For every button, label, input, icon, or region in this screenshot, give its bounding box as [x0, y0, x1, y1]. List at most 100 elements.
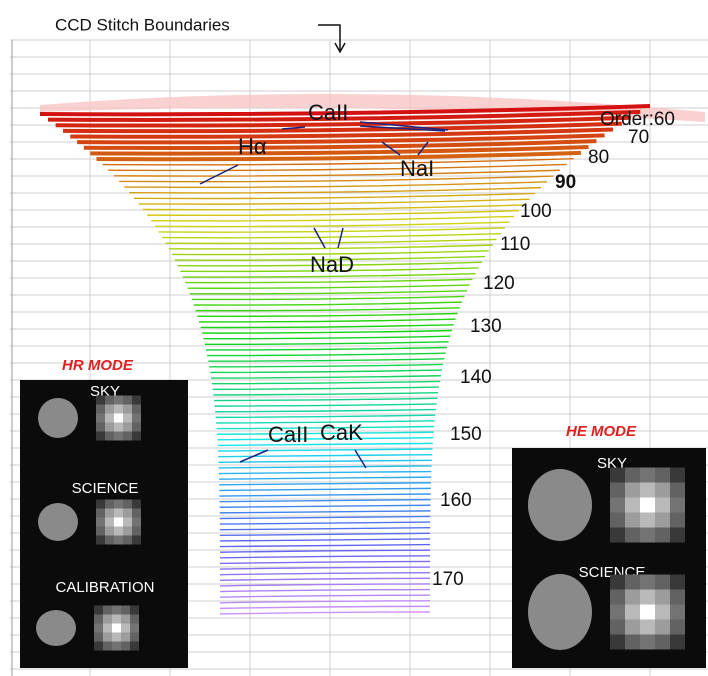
- fiber-pixel: [625, 467, 640, 483]
- order-trace: [219, 498, 431, 503]
- fiber-pixel: [132, 404, 141, 414]
- order-trace: [206, 346, 448, 351]
- fiber-pixel: [94, 614, 103, 624]
- fiber-pixel: [132, 413, 141, 423]
- fiber-pixel: [114, 431, 123, 441]
- order-trace: [154, 221, 510, 228]
- fiber-pixel: [655, 512, 670, 528]
- fiber-pixel: [105, 526, 114, 536]
- fiber-pixel: [132, 422, 141, 432]
- order-trace: [191, 295, 465, 301]
- fiber-pixel: [670, 497, 685, 513]
- order-trace: [102, 157, 574, 166]
- fiber-pixel: [114, 535, 123, 545]
- fiber-pixel: [123, 404, 132, 414]
- fiber-pixel: [121, 641, 130, 651]
- order-trace: [83, 139, 597, 151]
- order-label: 120: [483, 273, 515, 294]
- fiber-pixel: [610, 497, 625, 513]
- fiber-pixel: [96, 526, 105, 536]
- fiber-pixel: [121, 614, 130, 624]
- line-label: CaK: [320, 420, 363, 445]
- order-trace: [219, 560, 431, 565]
- order-trace: [177, 261, 482, 267]
- order-trace: [215, 414, 436, 419]
- order-trace: [208, 358, 445, 362]
- fiber-pixel: [103, 614, 112, 624]
- fiber-pixel: [655, 619, 670, 635]
- order-trace: [219, 549, 431, 553]
- order-trace: [202, 329, 452, 334]
- fiber-pixel: [640, 589, 655, 605]
- fiber-pixel: [655, 574, 670, 590]
- order-trace: [129, 186, 541, 194]
- order-trace: [147, 209, 520, 217]
- line-label: Hα: [238, 134, 267, 159]
- order-trace: [219, 538, 431, 542]
- order-trace: [165, 238, 497, 245]
- fiber-pixel: [96, 535, 105, 545]
- fiber-pixel: [610, 467, 625, 483]
- order-trace: [219, 543, 431, 548]
- order-trace: [47, 109, 641, 122]
- order-trace: [216, 431, 434, 435]
- fiber-pixel: [625, 589, 640, 605]
- order-trace: [174, 255, 486, 261]
- fiber-pixel: [96, 508, 105, 518]
- order-trace: [204, 341, 449, 346]
- fiber-pixel: [105, 431, 114, 441]
- order-trace: [90, 145, 589, 156]
- fiber-pixel: [105, 517, 114, 527]
- order-trace: [219, 521, 431, 525]
- fiber-pixel: [640, 482, 655, 498]
- order-trace: [211, 375, 441, 379]
- order-trace: [195, 307, 460, 312]
- order-trace: [203, 335, 451, 340]
- fiber-pixel: [96, 413, 105, 423]
- hr-mode-title: HR MODE: [62, 357, 134, 374]
- fiber-pixel: [625, 574, 640, 590]
- fiber-pixel: [121, 632, 130, 642]
- fiber-pixel: [625, 497, 640, 513]
- fiber-pixel: [655, 604, 670, 620]
- fiber-pixel: [625, 512, 640, 528]
- fiber-pixel: [130, 623, 139, 633]
- order-trace: [216, 420, 435, 424]
- order-trace: [162, 232, 501, 239]
- fiber-pixel: [610, 527, 625, 543]
- order-label: 130: [470, 316, 502, 337]
- order-trace: [219, 594, 431, 598]
- fiber-pixel: [655, 482, 670, 498]
- fiber-pixel: [123, 413, 132, 423]
- fiber-pixel: [132, 526, 141, 536]
- order-trace: [197, 312, 458, 317]
- order-trace: [212, 386, 439, 390]
- fiber-pixel: [670, 512, 685, 528]
- fiber-pixel: [655, 589, 670, 605]
- fiber-pixel: [610, 604, 625, 620]
- fiber-pixel: [132, 517, 141, 527]
- order-trace: [219, 577, 431, 581]
- order-trace: [219, 493, 431, 497]
- fiber-pixel: [94, 632, 103, 642]
- fiber-pixel: [640, 619, 655, 635]
- order-trace: [113, 169, 560, 177]
- order-trace: [133, 192, 536, 200]
- fiber-pixel: [130, 632, 139, 642]
- order-trace: [219, 482, 431, 486]
- fiber-pixel: [610, 619, 625, 635]
- order-label: 90: [555, 172, 576, 193]
- fiber-blob: [528, 469, 592, 541]
- fiber-pixel: [670, 574, 685, 590]
- order-trace: [151, 215, 515, 222]
- fiber-pixel: [123, 431, 132, 441]
- fiber-pixel: [112, 641, 121, 651]
- order-trace: [219, 532, 431, 537]
- fiber-pixel: [670, 634, 685, 650]
- fiber-pixel: [114, 517, 123, 527]
- order-label: 100: [520, 201, 552, 222]
- fiber-pixel: [610, 512, 625, 528]
- order-trace: [219, 605, 431, 610]
- fiber-pixel: [640, 497, 655, 513]
